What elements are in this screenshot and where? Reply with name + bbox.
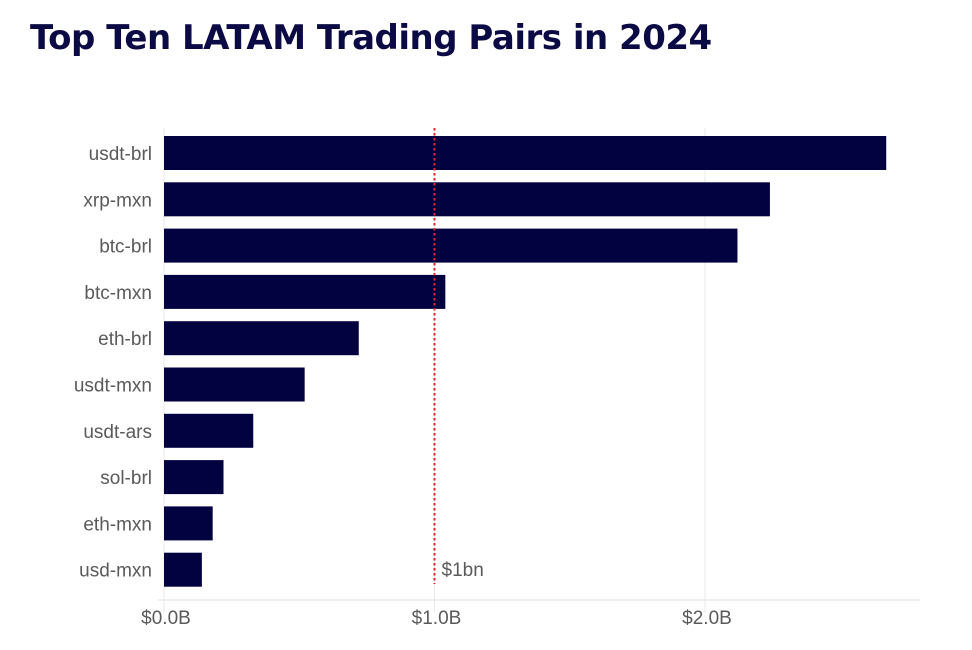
- category-label: btc-mxn: [84, 283, 152, 304]
- bar-eth-brl: [164, 321, 359, 356]
- bar-usdt-ars: [164, 413, 254, 448]
- category-label: usd-mxn: [79, 561, 152, 582]
- category-label: xrp-mxn: [83, 190, 152, 211]
- x-axis: $0.0B $1.0B $2.0B: [141, 599, 920, 629]
- bar-usdt-mxn: [164, 367, 305, 402]
- bar-sol-brl: [164, 460, 224, 495]
- reference-line-label: $1bn: [442, 560, 484, 581]
- chart-title: Top Ten LATAM Trading Pairs in 2024: [30, 18, 712, 58]
- category-label: sol-brl: [100, 468, 152, 489]
- bar-usdt-brl: [164, 136, 887, 170]
- category-label: usdt-ars: [83, 422, 152, 443]
- category-label: eth-brl: [98, 329, 152, 350]
- x-tick-label: $2.0B: [682, 608, 732, 629]
- category-label: btc-brl: [99, 237, 152, 258]
- category-labels: usdt-brl xrp-mxn btc-brl btc-mxn eth-brl usdt…: [74, 144, 152, 582]
- bar-btc-mxn: [164, 274, 446, 309]
- category-label: usdt-brl: [89, 144, 152, 165]
- x-tick-label: $0.0B: [141, 608, 191, 629]
- bar-usd-mxn: [164, 552, 202, 587]
- bar-btc-brl: [164, 228, 738, 263]
- category-label: eth-mxn: [83, 514, 152, 535]
- x-tick-label: $1.0B: [412, 608, 462, 629]
- category-label: usdt-mxn: [74, 376, 152, 397]
- bar-eth-mxn: [164, 506, 213, 541]
- reference-line-group: $1bn: [433, 128, 484, 584]
- bar-xrp-mxn: [164, 182, 770, 217]
- bars: [164, 136, 887, 587]
